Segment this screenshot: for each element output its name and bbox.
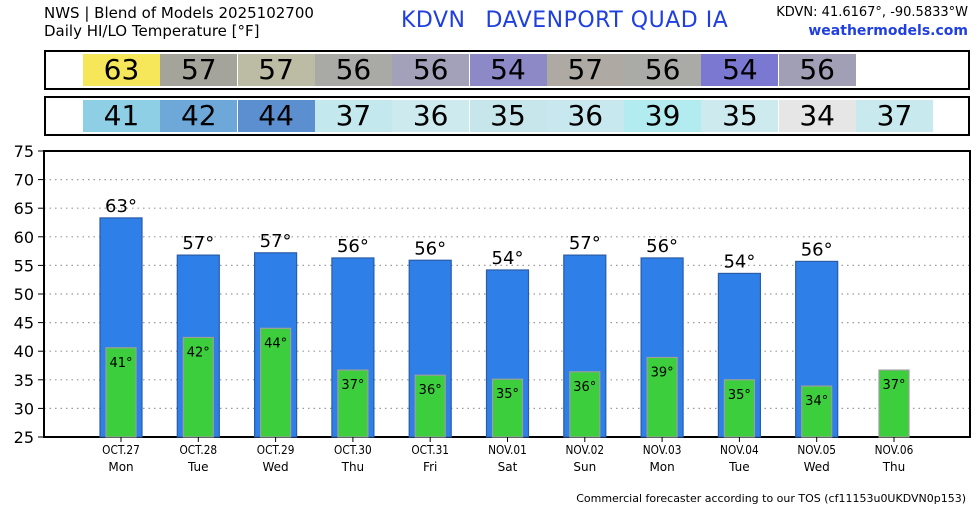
chart-title: Daily HI/LO Temperature [°F] [44,22,260,40]
low-temp-bar [337,369,369,438]
y-tick-label: 40 [14,342,34,361]
low-temp-label: 42° [187,345,210,360]
low-temp-bar [182,336,214,438]
low-temp-cell: 44 [237,100,315,132]
x-tick-date: NOV.03 [643,443,682,457]
x-tick-weekday: Tue [728,460,750,474]
low-temp-cell: 41 [83,100,160,132]
y-tick-label: 55 [14,256,34,275]
low-temp-cell: 36 [392,100,470,132]
low-temp-cell: 42 [160,100,238,132]
x-tick-date: OCT.28 [179,443,217,457]
high-temp-cell: 54 [701,54,779,86]
station-title: KDVN DAVENPORT QUAD IA [401,8,748,33]
high-temp-label: 63° [105,196,137,217]
high-temp-cell: 54 [469,54,547,86]
high-temp-label: 57° [260,231,292,252]
high-temp-cell: 56 [314,54,392,86]
model-run-label: NWS | Blend of Models 2025102700 [44,4,314,22]
x-tick-weekday: Wed [263,460,289,474]
low-temp-label: 44° [264,336,287,351]
x-tick-weekday: Mon [649,460,674,474]
low-temp-label: 36° [573,380,596,395]
low-temp-cell: 35 [469,100,547,132]
x-tick-date: NOV.04 [720,443,759,457]
x-tick-date: NOV.06 [875,443,914,457]
y-tick-label: 35 [14,371,34,390]
y-tick-label: 60 [14,228,34,247]
low-temp-cell: 39 [624,100,702,132]
low-temp-label: 35° [496,387,519,402]
low-temp-bar [414,374,446,438]
y-tick-label: 65 [14,199,34,218]
high-temp-cell: 63 [83,54,160,86]
high-temp-cell: 57 [546,54,624,86]
x-tick-weekday: Wed [804,460,830,474]
x-tick-weekday: Thu [882,460,906,474]
high-temp-label: 56° [414,238,446,259]
site-link[interactable]: weathermodels.com [808,23,968,39]
x-tick-weekday: Fri [423,460,437,474]
y-tick-label: 50 [14,285,34,304]
high-temp-cell: 57 [160,54,238,86]
low-temperature-strip: 41 42 44 37 36 35 36 39 35 34 37 [44,96,970,136]
low-temp-label: 41° [109,356,132,371]
high-temp-cell: 56 [778,54,856,86]
y-tick-label: 70 [14,171,34,190]
high-temp-label: 57° [182,233,214,254]
high-temp-label: 56° [801,239,833,260]
high-temp-label: 54° [492,248,524,269]
low-temp-label: 37° [882,378,905,393]
x-tick-weekday: Tue [187,460,209,474]
station-name: DAVENPORT QUAD IA [485,8,729,33]
y-tick-label: 30 [14,399,34,418]
x-tick-date: OCT.30 [334,443,372,457]
low-temp-cell: 35 [701,100,779,132]
y-tick-label: 45 [14,314,34,333]
low-temp-cell: 34 [778,100,856,132]
y-tick-label: 25 [14,428,34,447]
x-tick-weekday: Sat [498,460,518,474]
low-temp-cell: 37 [856,100,933,132]
low-temp-bar [646,356,678,438]
x-tick-date: NOV.01 [488,443,527,457]
x-tick-date: OCT.29 [257,443,295,457]
high-temp-label: 57° [569,233,601,254]
x-tick-weekday: Sun [573,460,596,474]
x-tick-weekday: Mon [108,460,133,474]
x-tick-date: OCT.31 [411,443,449,457]
low-temp-bar [260,327,292,438]
high-temp-label: 56° [337,236,369,257]
header-right: KDVN: 41.6167°, -90.5833°W weathermodels… [776,4,968,40]
low-temp-label: 35° [728,388,751,403]
high-temp-label: 56° [646,236,678,257]
x-tick-date: NOV.05 [797,443,836,457]
low-temp-bar [569,371,601,438]
low-temp-cell: 37 [314,100,392,132]
station-code: KDVN [401,8,466,33]
x-tick-weekday: Thu [341,460,365,474]
low-temp-label: 37° [341,378,364,393]
y-tick-label: 75 [14,142,34,161]
low-temp-label: 34° [805,394,828,409]
header-info: NWS | Blend of Models 2025102700 Daily H… [44,4,314,40]
low-temp-bar [878,369,910,438]
low-temp-bar [491,378,524,438]
high-temp-cell: 56 [624,54,702,86]
station-coords: KDVN: 41.6167°, -90.5833°W [776,5,968,20]
low-temp-cell: 36 [546,100,624,132]
high-temp-cell: 56 [392,54,470,86]
x-tick-date: OCT.27 [102,443,140,457]
high-temp-label: 54° [723,251,755,272]
low-temp-label: 39° [651,365,674,380]
footer-note: Commercial forecaster according to our T… [576,492,966,505]
low-temp-label: 36° [419,383,442,398]
high-temp-cell: 57 [237,54,315,86]
high-temperature-strip: 63 57 57 56 56 54 57 56 54 56 [44,50,970,90]
x-tick-date: NOV.02 [565,443,604,457]
